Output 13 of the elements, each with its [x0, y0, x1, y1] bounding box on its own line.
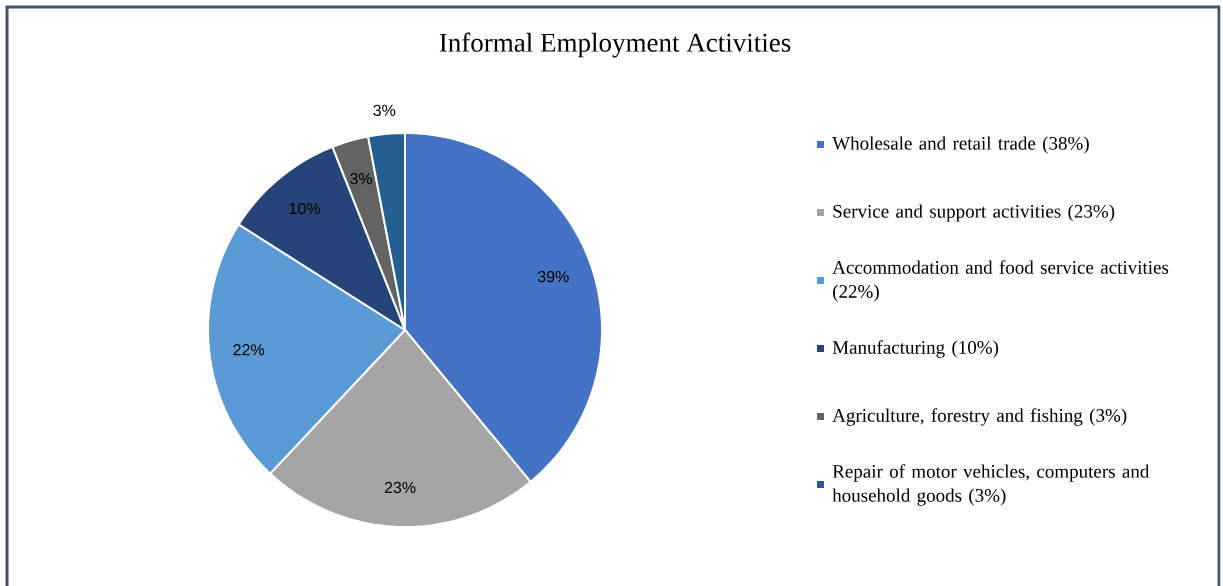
legend-label: Service and support activities (23%) [833, 204, 1115, 222]
data-label: 23% [384, 481, 416, 494]
legend-label: Accommodation and food service activities (22%) [832, 260, 1169, 302]
chart-title: Informal Employment Activities [439, 32, 791, 58]
data-label: 3% [373, 104, 396, 116]
legend-label: Repair of motor vehicles, computers and household goods (3%) [832, 464, 1150, 506]
legend-label: Agriculture, forestry and fishing (3%) [832, 408, 1127, 426]
data-label: 39% [537, 270, 569, 283]
legend-label: Manufacturing (10%) [832, 340, 999, 358]
data-label: 22% [233, 344, 265, 356]
data-label: 10% [289, 202, 320, 215]
legend-label: Wholesale and retail trade (38%) [832, 136, 1089, 154]
data-label: 3% [350, 172, 373, 185]
